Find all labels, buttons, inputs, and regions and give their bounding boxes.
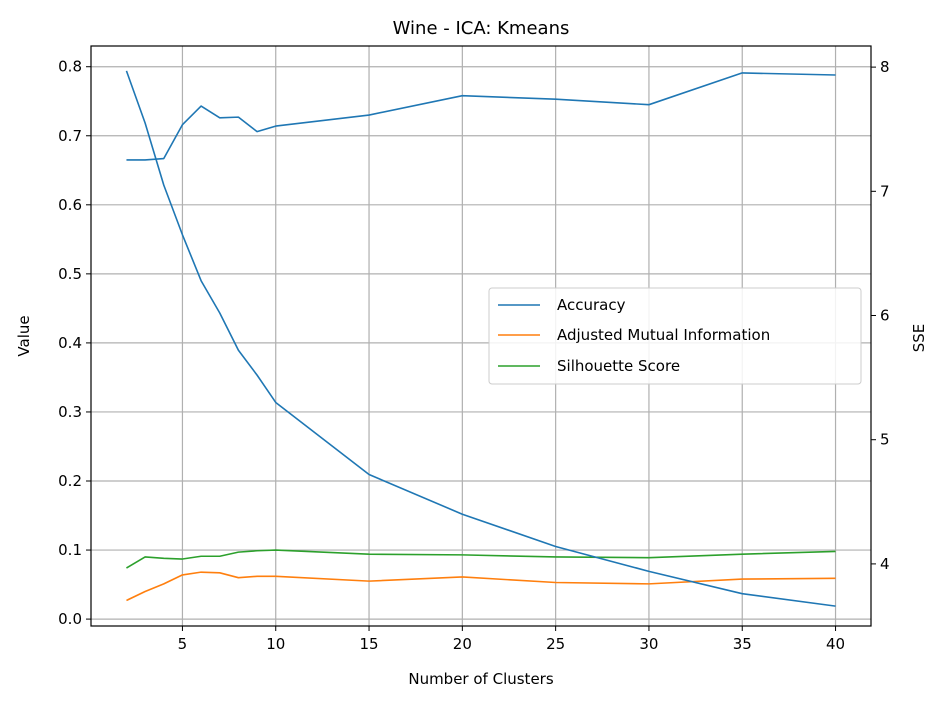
y-tick-label: 0.3 <box>58 403 82 421</box>
y2-tick-label: 4 <box>880 555 890 573</box>
y-axis-label: Value <box>15 315 33 356</box>
y2-tick-label: 7 <box>880 182 890 200</box>
x-axis-ticks: 5 10 15 20 25 30 35 40 <box>178 626 845 653</box>
x-tick-label: 40 <box>826 635 845 653</box>
y-tick-label: 0.1 <box>58 541 82 559</box>
x-tick-label: 10 <box>266 635 285 653</box>
x-axis-label: Number of Clusters <box>408 670 553 688</box>
y2-axis-ticks: 4 5 6 7 8 <box>871 58 890 573</box>
grid <box>91 46 871 626</box>
y2-axis-label: SSE <box>910 324 928 353</box>
y2-tick-label: 6 <box>880 307 890 325</box>
y-tick-label: 0.2 <box>58 472 82 490</box>
legend-label-ami: Adjusted Mutual Information <box>557 326 770 344</box>
x-tick-label: 5 <box>178 635 188 653</box>
legend-frame <box>488 287 862 385</box>
y-tick-label: 0.5 <box>58 265 82 283</box>
y-tick-label: 0.7 <box>58 127 82 145</box>
y2-tick-label: 5 <box>880 431 890 449</box>
series-line-adjusted-mutual-information <box>126 571 836 602</box>
x-tick-label: 20 <box>453 635 472 653</box>
series-line-sse <box>125 70 836 607</box>
series-line-accuracy <box>126 72 836 161</box>
x-tick-label: 15 <box>359 635 378 653</box>
x-tick-label: 25 <box>546 635 565 653</box>
y-tick-label: 0.8 <box>58 58 82 76</box>
x-tick-label: 30 <box>639 635 658 653</box>
y-axis-ticks: 0.0 0.1 0.2 0.3 0.4 0.5 0.6 0.7 0.8 <box>58 58 91 628</box>
y2-tick-label: 8 <box>880 58 890 76</box>
x-tick-label: 35 <box>733 635 752 653</box>
legend-label-silhouette: Silhouette Score <box>557 357 680 375</box>
legend-label-accuracy: Accuracy <box>557 296 626 314</box>
y-tick-label: 0.4 <box>58 334 82 352</box>
series-lines <box>125 70 836 607</box>
y-tick-label: 0.6 <box>58 196 82 214</box>
plot-frame <box>90 45 872 627</box>
legend: Accuracy Adjusted Mutual Information Sil… <box>488 287 862 385</box>
y-tick-label: 0.0 <box>58 610 82 628</box>
series-line-silhouette-score <box>126 549 836 569</box>
chart-title: Wine - ICA: Kmeans <box>393 18 570 39</box>
